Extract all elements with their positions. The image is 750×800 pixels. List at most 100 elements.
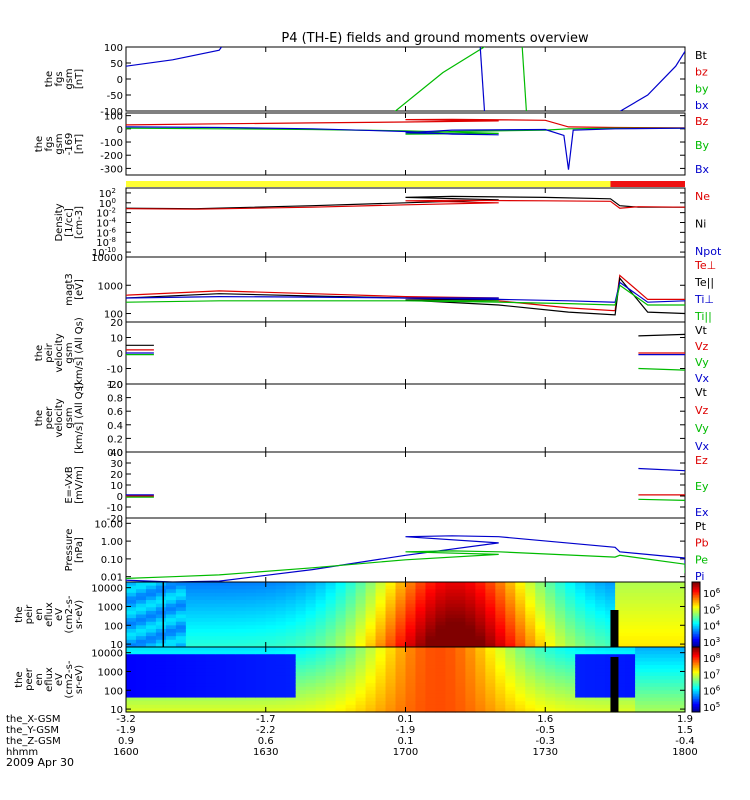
heatmap-cell xyxy=(195,690,207,695)
heatmap-cell xyxy=(635,701,646,706)
heatmap-cell xyxy=(405,610,417,616)
heatmap-cell xyxy=(195,668,207,673)
heatmap-cell xyxy=(575,661,586,666)
heatmap-cell xyxy=(635,614,646,619)
heatmap-cell xyxy=(345,686,357,691)
heatmap-cell xyxy=(575,704,586,709)
heatmap-cell xyxy=(665,661,676,666)
heatmap-cell xyxy=(185,665,197,670)
heatmap-cell xyxy=(325,643,337,648)
heatmap-cell xyxy=(585,607,596,612)
heatmap-cell xyxy=(435,582,447,587)
heatmap-cell xyxy=(635,679,646,684)
heatmap-cell xyxy=(126,704,137,709)
heatmap-cell xyxy=(345,704,357,709)
heatmap-cell xyxy=(355,632,367,637)
heatmap-cell xyxy=(555,610,566,616)
heatmap-cell xyxy=(605,610,616,616)
heatmap-cell xyxy=(595,647,606,652)
colorbar-cell xyxy=(692,702,700,705)
heatmap-cell xyxy=(405,614,417,619)
heatmap-cell xyxy=(245,704,257,709)
heatmap-cell xyxy=(445,643,457,648)
y-tick-label: 100 xyxy=(104,112,123,123)
heatmap-cell xyxy=(665,582,676,587)
heatmap-cell xyxy=(675,657,686,663)
heatmap-cell xyxy=(195,621,207,626)
heatmap-cell xyxy=(665,704,676,709)
heatmap-cell xyxy=(435,701,447,706)
heatmap-cell xyxy=(225,614,237,619)
heatmap-cell xyxy=(185,614,197,619)
heatmap-cell xyxy=(245,639,257,644)
heatmap-cell xyxy=(145,697,157,702)
heatmap-cell xyxy=(425,701,437,706)
heatmap-cell xyxy=(415,704,427,709)
heatmap-cell xyxy=(435,639,447,644)
heatmap-cell xyxy=(195,600,207,605)
heatmap-cell xyxy=(155,693,167,699)
heatmap-cell xyxy=(435,661,447,666)
heatmap-cell xyxy=(305,665,317,670)
heatmap-cell xyxy=(535,704,546,709)
y-axis-label: [km/s] (All Qs) xyxy=(74,382,85,454)
heatmap-cell xyxy=(465,675,476,681)
x-axis-value: 1600 xyxy=(113,747,138,758)
heatmap-cell xyxy=(405,647,417,652)
heatmap-cell xyxy=(155,603,167,608)
heatmap-cell xyxy=(515,701,526,706)
heatmap-cell xyxy=(365,625,377,630)
heatmap-cell xyxy=(525,708,536,713)
y-axis-label: [nT] xyxy=(74,69,85,89)
heatmap-cell xyxy=(655,693,666,699)
heatmap-cell xyxy=(385,697,397,702)
heatmap-cell xyxy=(535,596,546,601)
heatmap-cell xyxy=(635,647,646,652)
heatmap-cell xyxy=(485,697,496,702)
heatmap-cell xyxy=(225,600,237,605)
heatmap-cell xyxy=(365,603,377,608)
heatmap-cell xyxy=(126,686,137,691)
heatmap-cell xyxy=(485,701,496,706)
heatmap-cell xyxy=(395,632,407,637)
heatmap-cell xyxy=(555,697,566,702)
heatmap-cell xyxy=(555,650,566,655)
heatmap-cell xyxy=(195,661,207,666)
heatmap-cell xyxy=(205,592,217,598)
heatmap-cell xyxy=(515,600,526,605)
heatmap-cell xyxy=(625,657,636,663)
heatmap-cell xyxy=(175,701,187,706)
heatmap-cell xyxy=(455,668,466,673)
legend-entry: Vy xyxy=(695,422,709,435)
heatmap-cell xyxy=(595,704,606,709)
heatmap-cell xyxy=(195,639,207,644)
heatmap-cell xyxy=(515,654,526,659)
heatmap-cell xyxy=(235,665,247,670)
heatmap-cell xyxy=(585,686,596,691)
colorbar-cell xyxy=(692,630,700,633)
heatmap-cell xyxy=(285,600,297,605)
heatmap-cell xyxy=(265,618,277,623)
heatmap-cell xyxy=(495,636,506,641)
heatmap-cell xyxy=(335,639,347,644)
heatmap-cell xyxy=(225,596,237,601)
legend-entry: Pe xyxy=(695,553,708,566)
heatmap-cell xyxy=(265,686,277,691)
heatmap-cell xyxy=(305,643,317,648)
heatmap-cell xyxy=(345,636,357,641)
heatmap-cell xyxy=(385,625,397,630)
heatmap-cell xyxy=(245,647,257,652)
series-line xyxy=(479,47,486,111)
heatmap-cell xyxy=(145,683,157,688)
y-tick-label: 20 xyxy=(110,318,123,329)
y-tick-label: 10000 xyxy=(91,584,123,595)
y-axis-label: the xyxy=(34,345,45,361)
heatmap-cell xyxy=(145,650,157,655)
heatmap-cell xyxy=(635,585,646,590)
heatmap-cell xyxy=(126,632,137,637)
heatmap-cell xyxy=(445,596,457,601)
heatmap-cell xyxy=(335,625,347,630)
heatmap-cell xyxy=(215,708,227,713)
heatmap-cell xyxy=(415,607,427,612)
heatmap-cell xyxy=(385,704,397,709)
